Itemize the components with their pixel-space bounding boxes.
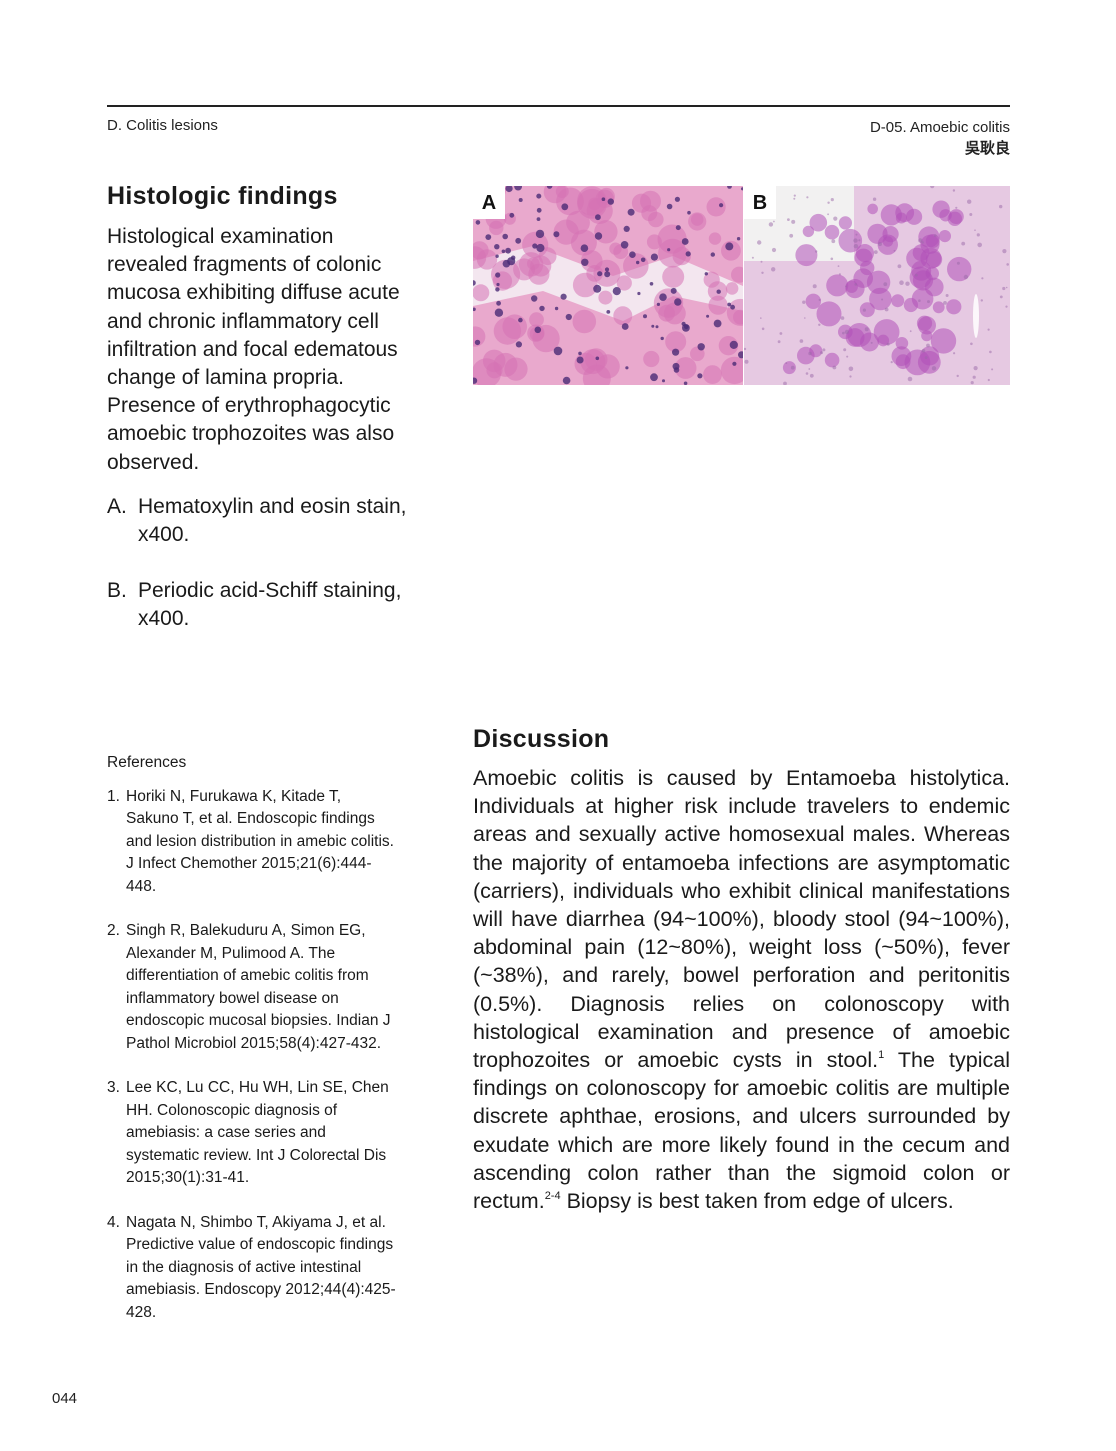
discussion-section: Discussion Amoebic colitis is caused by …	[473, 725, 1010, 1215]
reference-item: 1. Horiki N, Furukawa K, Kitade T, Sakuno…	[107, 786, 397, 899]
citation-superscript: 1	[878, 1049, 885, 1062]
references-title: References	[107, 754, 187, 771]
author-name: 吳耿良	[964, 140, 1010, 157]
discussion-text-part: Biopsy is best taken from edge of ulcers…	[560, 1189, 954, 1214]
section-label: D. Colitis lesions	[107, 117, 218, 134]
discussion-text: Amoebic colitis is caused by Entamoeba h…	[473, 764, 1010, 1215]
histologic-findings-title: Histologic findings	[107, 182, 338, 210]
reference-number: 1.	[107, 787, 120, 805]
reference-item: 2. Singh R, Balekuduru A, Simon EG, Alexa…	[107, 920, 397, 1055]
figure-b-pas-stain: B	[744, 186, 1010, 385]
caption-b-letter: B.	[107, 579, 127, 603]
reference-text: Nagata N, Shimbo T, Akiyama J, et al. Pr…	[126, 1213, 396, 1321]
reference-number: 2.	[107, 922, 120, 939]
reference-number: 4.	[107, 1213, 120, 1231]
figure-a-label: A	[473, 186, 505, 219]
reference-text: Horiki N, Furukawa K, Kitade T, Sakuno T…	[126, 787, 394, 895]
discussion-text-part: Amoebic colitis is caused by Entamoeba h…	[473, 766, 1010, 1073]
references-section: References 1. Horiki N, Furukawa K, Kitad…	[107, 752, 397, 1324]
references-list: 1. Horiki N, Furukawa K, Kitade T, Sakuno…	[107, 786, 397, 1325]
reference-item: 3. Lee KC, Lu CC, Hu WH, Lin SE, Chen HH.…	[107, 1077, 397, 1190]
discussion-text-part: The typical findings on colonoscopy for …	[473, 1048, 1010, 1214]
page-number: 044	[52, 1390, 78, 1407]
figure-b-label: B	[744, 186, 776, 219]
histologic-findings-text: Histological examination revealed fragme…	[107, 225, 400, 474]
reference-text: Lee KC, Lu CC, Hu WH, Lin SE, Chen HH. C…	[126, 1079, 389, 1186]
discussion-title: Discussion	[473, 725, 610, 753]
pas-stain-micrograph	[744, 186, 1010, 385]
reference-text: Singh R, Balekuduru A, Simon EG, Alexand…	[126, 922, 391, 1052]
figure-captions: A. Hematoxylin and eosin stain, x400. B.…	[107, 493, 407, 634]
citation-superscript: 2-4	[544, 1190, 561, 1203]
caption-a-letter: A.	[107, 494, 127, 518]
reference-number: 3.	[107, 1079, 120, 1096]
caption-a-text: Hematoxylin and eosin stain, x400.	[138, 494, 407, 547]
chapter-header: D-05. Amoebic colitis 吳耿良	[870, 117, 1010, 159]
reference-item: 4. Nagata N, Shimbo T, Akiyama J, et al. …	[107, 1212, 397, 1325]
figure-a-he-stain: A	[473, 186, 743, 385]
header-rule	[107, 105, 1010, 107]
he-stain-micrograph	[473, 186, 743, 385]
caption-a: A. Hematoxylin and eosin stain, x400.	[107, 493, 407, 549]
caption-b-text: Periodic acid-Schiff staining, x400.	[138, 579, 402, 631]
chapter-title: D-05. Amoebic colitis	[869, 119, 1010, 136]
caption-b: B. Periodic acid-Schiff staining, x400.	[107, 577, 407, 633]
histologic-findings-section: Histologic findings Histological examina…	[107, 182, 407, 634]
histology-figures: A B	[473, 186, 1010, 385]
